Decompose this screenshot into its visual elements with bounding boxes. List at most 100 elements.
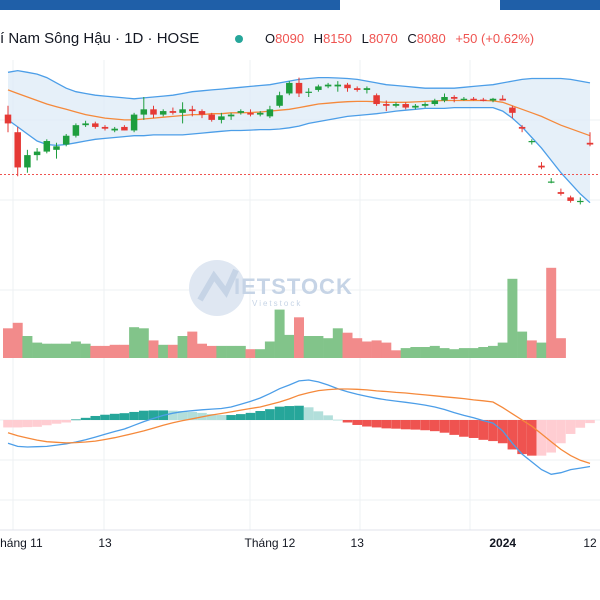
macd-histogram-bar xyxy=(381,420,392,429)
candle-body xyxy=(547,181,555,183)
candle-body xyxy=(62,135,70,145)
time-axis-tick-label: 13 xyxy=(98,536,112,550)
candle-body xyxy=(470,98,477,100)
macd-histogram-bar xyxy=(274,406,285,420)
macd-histogram-bar xyxy=(333,419,343,421)
candle-body xyxy=(130,114,138,131)
candle-body xyxy=(82,123,89,126)
top-accent-bar xyxy=(0,0,600,10)
macd-line xyxy=(7,379,591,475)
volume-bar xyxy=(555,338,566,358)
volume-bar xyxy=(61,343,72,358)
macd-histogram-bar xyxy=(148,410,159,420)
ohlc-readout: O8090 H8150 L8070 C8080 +50 (+0.62%) xyxy=(265,31,534,46)
low-value: 8070 xyxy=(368,31,398,46)
volume-bar xyxy=(517,331,528,358)
candle-body xyxy=(227,114,235,117)
candle-body xyxy=(208,114,215,120)
watermark-text: IETSTOCK xyxy=(234,274,353,299)
macd-histogram-bar xyxy=(517,420,527,455)
volume-bar xyxy=(197,343,207,358)
macd-histogram-bar xyxy=(90,415,101,420)
macd-histogram-bar xyxy=(342,420,353,423)
volume-bar xyxy=(391,350,401,358)
candle-body xyxy=(567,197,574,201)
macd-histogram-bar xyxy=(61,420,71,423)
watermark: IETSTOCK Vietstock xyxy=(189,260,353,316)
volume-bar xyxy=(119,344,130,358)
candle-body xyxy=(305,91,312,93)
macd-histogram-bar xyxy=(362,420,372,427)
candle-body xyxy=(72,125,80,136)
volume-bar xyxy=(158,344,169,358)
macd-histogram-bar xyxy=(187,411,198,420)
macd-histogram-bar xyxy=(100,414,110,420)
volume-bar xyxy=(235,345,246,358)
low-key: L xyxy=(361,31,369,46)
macd-histogram-bar xyxy=(51,420,62,424)
candle-body xyxy=(586,142,594,145)
candle-body xyxy=(101,126,109,129)
volume-bar xyxy=(206,345,217,358)
volume-bar xyxy=(536,342,547,358)
candle-body xyxy=(383,104,390,106)
macd-histogram-bar xyxy=(119,413,130,420)
volume-bar xyxy=(226,345,237,358)
volume-bar xyxy=(22,336,33,358)
volume-bar xyxy=(138,328,149,358)
volume-bar xyxy=(167,344,178,358)
macd-histogram-bar xyxy=(216,415,227,420)
macd-pane xyxy=(3,379,595,475)
volume-bar xyxy=(3,328,13,358)
candle-body xyxy=(421,104,429,106)
volume-bar xyxy=(313,336,324,358)
candle-body xyxy=(509,107,516,113)
candle-body xyxy=(412,105,419,108)
candle-body xyxy=(344,84,351,89)
macd-histogram-bar xyxy=(129,411,139,420)
macd-histogram-bar xyxy=(139,410,149,420)
candle-body xyxy=(179,109,186,113)
macd-histogram-bar xyxy=(585,420,595,424)
volume-bar xyxy=(12,322,23,358)
volume-bar xyxy=(177,336,188,358)
macd-histogram-bar xyxy=(255,411,265,420)
high-key: H xyxy=(313,31,324,46)
volume-bar xyxy=(90,345,101,358)
candle-body xyxy=(528,141,536,143)
candle-body xyxy=(150,109,157,115)
macd-histogram-bar xyxy=(391,420,401,429)
volume-bar xyxy=(381,342,392,358)
macd-histogram-bar xyxy=(245,412,256,420)
bollinger-lower-line xyxy=(7,106,591,204)
high-value: 8150 xyxy=(323,31,352,46)
macd-histogram-bar xyxy=(575,420,586,428)
bollinger-band-fill xyxy=(8,70,590,203)
volume-bar xyxy=(449,349,460,358)
candle-body xyxy=(256,112,264,115)
symbol-title[interactable]: í Nam Sông Hậu · 1D · HOSE xyxy=(0,30,200,47)
candle-body xyxy=(247,112,254,115)
macd-histogram-bar xyxy=(439,420,450,433)
candle-body xyxy=(53,146,60,150)
volume-bar xyxy=(507,278,518,358)
candle-body xyxy=(324,84,332,87)
volume-bar xyxy=(274,309,285,358)
market-status-dot xyxy=(235,35,243,43)
candle-body xyxy=(499,98,506,101)
macd-histogram-bar xyxy=(206,414,217,420)
candle-body xyxy=(159,111,167,115)
macd-histogram-bar xyxy=(488,420,498,442)
macd-histogram-bar xyxy=(400,420,411,430)
volume-bar xyxy=(264,341,275,358)
candle-body xyxy=(266,109,274,117)
macd-histogram-bar xyxy=(265,409,275,420)
time-axis-tick-label: 12 xyxy=(583,536,597,550)
macd-histogram-bar xyxy=(410,420,421,430)
volume-bar xyxy=(284,334,295,358)
volume-bar xyxy=(245,349,256,358)
volume-bar xyxy=(332,328,343,358)
candle-body xyxy=(286,82,293,94)
close-value: 8080 xyxy=(416,31,446,46)
